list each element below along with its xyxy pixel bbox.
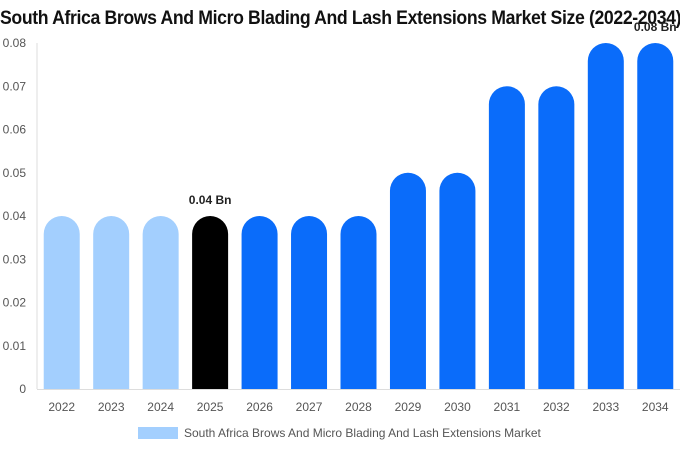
bar-2032: [538, 86, 575, 389]
y-axis: 0 0.01 0.02 0.03 0.04 0.05 0.06 0.07 0.08: [3, 36, 38, 396]
bar-2031: [488, 86, 525, 389]
legend: South Africa Brows And Micro Blading And…: [138, 426, 541, 440]
x-tick-label: 2033: [592, 400, 619, 414]
y-tick-label: 0.07: [3, 79, 27, 93]
x-tick-label: 2025: [197, 400, 224, 414]
x-tick-label: 2024: [147, 400, 174, 414]
y-tick-label: 0.08: [3, 36, 27, 50]
bar-2022: [43, 216, 80, 389]
x-tick-label: 2023: [98, 400, 125, 414]
bar-2029: [389, 172, 426, 389]
y-tick-label: 0.05: [3, 166, 27, 180]
x-axis: 2022 2023 2024 2025 2026 2027 2028 2029 2030 2031…: [37, 389, 680, 414]
x-tick-label: 2030: [444, 400, 471, 414]
y-tick-label: 0: [19, 382, 26, 396]
bar-2030: [439, 172, 476, 389]
data-label-2025: 0.04 Bn: [189, 193, 232, 207]
bar-2027: [291, 216, 328, 389]
y-tick-label: 0.06: [3, 123, 27, 137]
bar-2028: [340, 216, 377, 389]
x-tick-label: 2027: [296, 400, 323, 414]
x-tick-label: 2032: [543, 400, 570, 414]
bar-2023: [93, 216, 130, 389]
bar-2024: [142, 216, 179, 389]
bar-2034: [637, 43, 674, 389]
legend-swatch: [138, 427, 178, 439]
x-tick-label: 2031: [494, 400, 521, 414]
bar-2025: [192, 216, 229, 389]
x-tick-label: 2034: [642, 400, 669, 414]
data-label-2034: 0.08 Bn: [634, 20, 677, 34]
legend-label: South Africa Brows And Micro Blading And…: [184, 426, 541, 440]
bar-2033: [587, 43, 624, 389]
y-tick-label: 0.02: [3, 296, 27, 310]
bar-2026: [241, 216, 278, 389]
y-tick-label: 0.03: [3, 252, 27, 266]
data-labels: 0.04 Bn 0.08 Bn: [189, 20, 677, 207]
chart-title: South Africa Brows And Micro Blading And…: [0, 8, 680, 29]
bars: [43, 43, 674, 389]
y-tick-label: 0.01: [3, 339, 27, 353]
x-tick-label: 2029: [395, 400, 422, 414]
x-tick-label: 2028: [345, 400, 372, 414]
x-tick-label: 2026: [246, 400, 273, 414]
x-tick-label: 2022: [48, 400, 75, 414]
y-tick-label: 0.04: [3, 209, 27, 223]
